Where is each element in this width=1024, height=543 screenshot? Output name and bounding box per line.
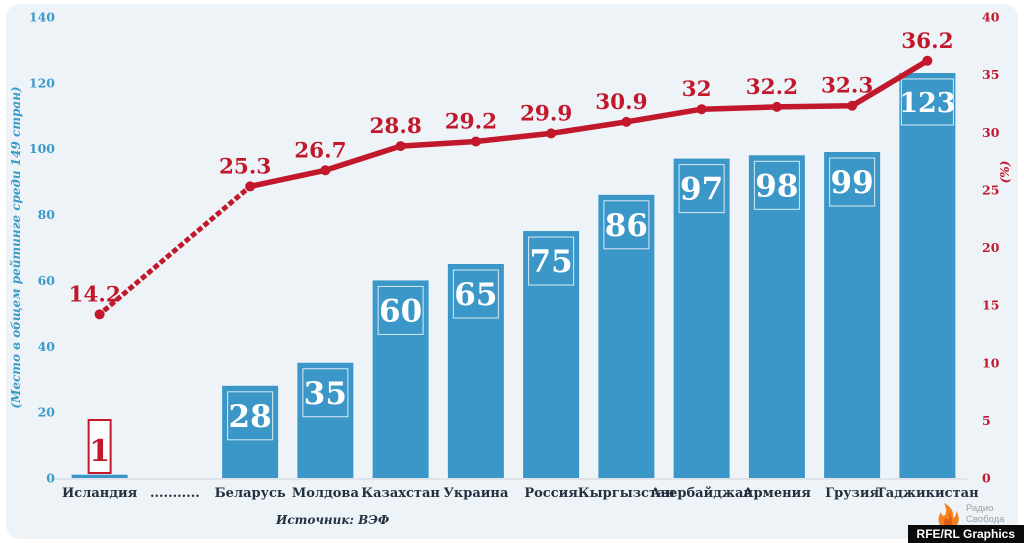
line-point [546,128,557,139]
axis-tick-right: 35 [982,67,999,82]
bar-value-box [900,78,954,126]
line-point [771,101,782,112]
axis-tick-left: 20 [38,405,56,420]
line-point [320,165,331,176]
bar-value-label: 35 [304,376,347,412]
category-label: Россия [524,486,578,501]
bar-value-box [678,164,725,214]
bar-value-box [227,391,274,441]
bar [71,474,128,478]
bar-value-label: 60 [379,293,422,329]
bar-value-label: 123 [899,88,955,119]
category-label: Таджикистан [876,486,979,501]
line-value-label: 32 [682,77,712,102]
percent-line-dotted-segment [96,182,254,318]
axis-tick-right: 40 [982,10,1000,25]
brand-block: Радио Свобода [934,500,1004,530]
bar-value-box [528,236,575,286]
axis-tick-right: 0 [982,471,991,486]
line-point [922,55,933,66]
axis-tick-right: 20 [982,240,1000,255]
category-label: Грузия [825,486,879,501]
bar [598,194,655,479]
line-value-label: 29.9 [520,101,572,126]
logo-text-line1: Радио [966,503,994,514]
bar-value-box [302,368,349,418]
bar [447,263,504,478]
bar [297,362,354,478]
line-value-label: 32.2 [746,75,798,100]
bar-value-label: 98 [755,168,798,204]
bar-value-box [377,285,424,335]
axis-tick-right: 30 [982,125,1000,140]
category-label: Молдова [292,486,360,501]
logo-text-line2: Свобода [966,513,1005,525]
bar-value-box [452,269,499,319]
highlight-value-box [87,419,112,474]
line-point [470,136,481,147]
line-point [245,181,256,192]
category-label: Беларусь [215,486,286,501]
bar-value-box [753,160,800,210]
bar-value-label: 75 [530,244,573,280]
bar [372,280,429,478]
bar-value-label: 97 [680,172,723,208]
category-label: ........... [150,486,200,501]
source-label: Источник: ВЭФ [276,513,390,527]
axis-tick-right: 25 [982,182,999,197]
line-value-label: 36.2 [901,29,953,54]
bar-value-label: 1 [89,434,110,469]
line-value-label: 14.2 [68,282,120,307]
category-label: Украина [443,486,509,501]
bar-value-box [829,157,876,207]
credit-badge: RFE/RL Graphics [907,525,1024,543]
radio-svoboda-torch-icon [938,503,959,529]
line-value-label: 29.2 [445,109,497,134]
bar-value-label: 99 [831,165,874,201]
bar-value-label: 28 [229,399,272,435]
category-label: Казахстан [361,486,440,501]
category-label: Азербайджан [650,486,753,501]
line-value-label: 32.3 [821,74,873,99]
axis-tick-left: 100 [29,141,55,156]
line-point [847,100,858,111]
axis-tick-right: 10 [982,355,1000,370]
bar [222,385,279,478]
category-label: Исландия [62,486,138,501]
axis-tick-left: 0 [46,471,55,486]
category-label: Армения [743,486,811,501]
bar [673,158,730,479]
line-value-label: 25.3 [219,154,271,179]
bar-value-label: 65 [454,277,497,313]
right-axis-title: (%) [998,161,1012,184]
percent-line [247,58,931,190]
line-point [395,141,406,152]
line-point [621,116,632,127]
axis-tick-left: 60 [38,273,56,288]
axis-tick-left: 40 [38,339,56,354]
category-label: Кыргызстан [578,486,676,501]
axis-tick-left: 120 [29,75,55,90]
line-value-label: 28.8 [369,114,421,139]
line-value-label: 26.7 [294,138,346,163]
axis-tick-right: 5 [982,413,991,428]
line-point [696,104,707,115]
logo-text: Радио Свобода [966,503,1005,525]
line-point [94,309,105,320]
bar [523,231,580,478]
axis-tick-left: 80 [38,207,56,222]
left-axis-title: (Место в общем рейтинге среди 149 стран) [9,86,23,408]
bar-value-box [603,200,650,250]
axis-tick-right: 15 [982,298,999,313]
bar-value-label: 86 [605,208,648,244]
line-value-label: 30.9 [595,90,647,115]
axis-tick-left: 140 [29,10,55,25]
bar [899,72,956,478]
